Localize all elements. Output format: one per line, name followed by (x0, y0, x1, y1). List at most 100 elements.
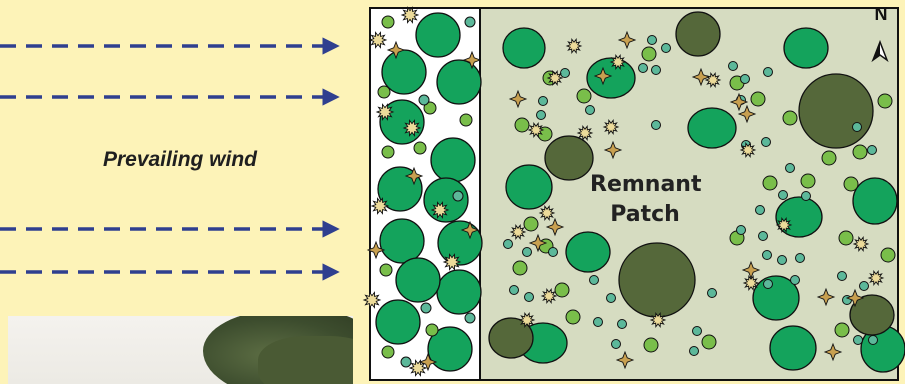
burst-plant (739, 142, 757, 158)
star-plant (418, 352, 438, 372)
star-plant (691, 67, 711, 87)
seedling (761, 137, 771, 147)
burst-plant (704, 72, 722, 88)
shrub (512, 260, 528, 276)
patch-label-line1: Remnant (590, 172, 702, 197)
star-plant (617, 30, 637, 50)
burst-plant (400, 6, 420, 24)
tree-canopy-image-lower (258, 336, 353, 384)
seedling (763, 279, 773, 289)
seedling (859, 281, 869, 291)
shrub (523, 216, 539, 232)
star-plant (615, 350, 635, 370)
shrub (641, 46, 657, 62)
shrub (576, 88, 592, 104)
seedling (464, 16, 476, 28)
seedling (647, 35, 657, 45)
shrub (423, 101, 437, 115)
seedling (758, 231, 768, 241)
seedling (651, 65, 661, 75)
burst-plant (576, 125, 594, 141)
wind-arrows (0, 37, 340, 281)
shrub (880, 247, 896, 263)
burst-plant (538, 205, 556, 221)
tree (415, 12, 461, 58)
burst-plant (775, 217, 793, 233)
tree (375, 299, 421, 345)
shrub (379, 263, 393, 277)
seedling (509, 285, 519, 295)
seedling (560, 68, 570, 78)
seedling (707, 288, 717, 298)
star-plant (528, 233, 548, 253)
seedling (638, 63, 648, 73)
shrub (514, 117, 530, 133)
mature-tree (618, 242, 696, 318)
burst-plant (375, 103, 395, 121)
shrub (852, 144, 868, 160)
seedling (464, 312, 476, 324)
seedling (593, 317, 603, 327)
tree (436, 59, 482, 105)
tree (687, 107, 737, 149)
shrub (834, 322, 850, 338)
prevailing-wind-label: Prevailing wind (102, 148, 258, 171)
seedling (755, 205, 765, 215)
seedling (790, 275, 800, 285)
seedling (762, 250, 772, 260)
seedling (503, 239, 513, 249)
burst-plant (852, 236, 870, 252)
star-plant (737, 104, 757, 124)
star-plant (845, 288, 865, 308)
tree (436, 269, 482, 315)
star-plant (593, 66, 613, 86)
shrub (459, 113, 473, 127)
star-plant (508, 89, 528, 109)
seedling (585, 105, 595, 115)
burst-plant (518, 312, 536, 328)
north-label: N (874, 4, 888, 24)
shrub (843, 176, 859, 192)
shrub (381, 145, 395, 159)
seedling (661, 43, 671, 53)
seedling (777, 255, 787, 265)
star-plant (741, 260, 761, 280)
shrub (838, 230, 854, 246)
seedling (400, 356, 412, 368)
tree (437, 220, 483, 266)
mature-tree (849, 294, 895, 336)
seedling (689, 346, 699, 356)
tree (381, 49, 427, 95)
shrub (381, 15, 395, 29)
burst-plant (430, 201, 450, 219)
mature-tree (675, 11, 721, 57)
seedling (837, 271, 847, 281)
shrub (413, 141, 427, 155)
seedling (778, 190, 788, 200)
star-plant (404, 166, 424, 186)
shrub (762, 175, 778, 191)
star-plant (816, 287, 836, 307)
star-plant (386, 40, 406, 60)
seedling (801, 191, 811, 201)
tree (565, 231, 611, 273)
burst-plant (408, 359, 428, 377)
shrub (877, 93, 893, 109)
burst-plant (602, 119, 620, 135)
seedling (589, 275, 599, 285)
shrub (377, 85, 391, 99)
burst-plant (509, 224, 527, 240)
shrub (701, 334, 717, 350)
star-plant (823, 342, 843, 362)
burst-plant (546, 70, 564, 86)
seedling (606, 293, 616, 303)
tree (502, 27, 546, 69)
seedling (524, 292, 534, 302)
seedling (740, 74, 750, 84)
burst-plant (527, 122, 545, 138)
remnant-patch-label: Remnant Patch (590, 170, 702, 230)
seedling (763, 67, 773, 77)
plant-layer (362, 6, 905, 377)
mature-tree (488, 317, 534, 359)
